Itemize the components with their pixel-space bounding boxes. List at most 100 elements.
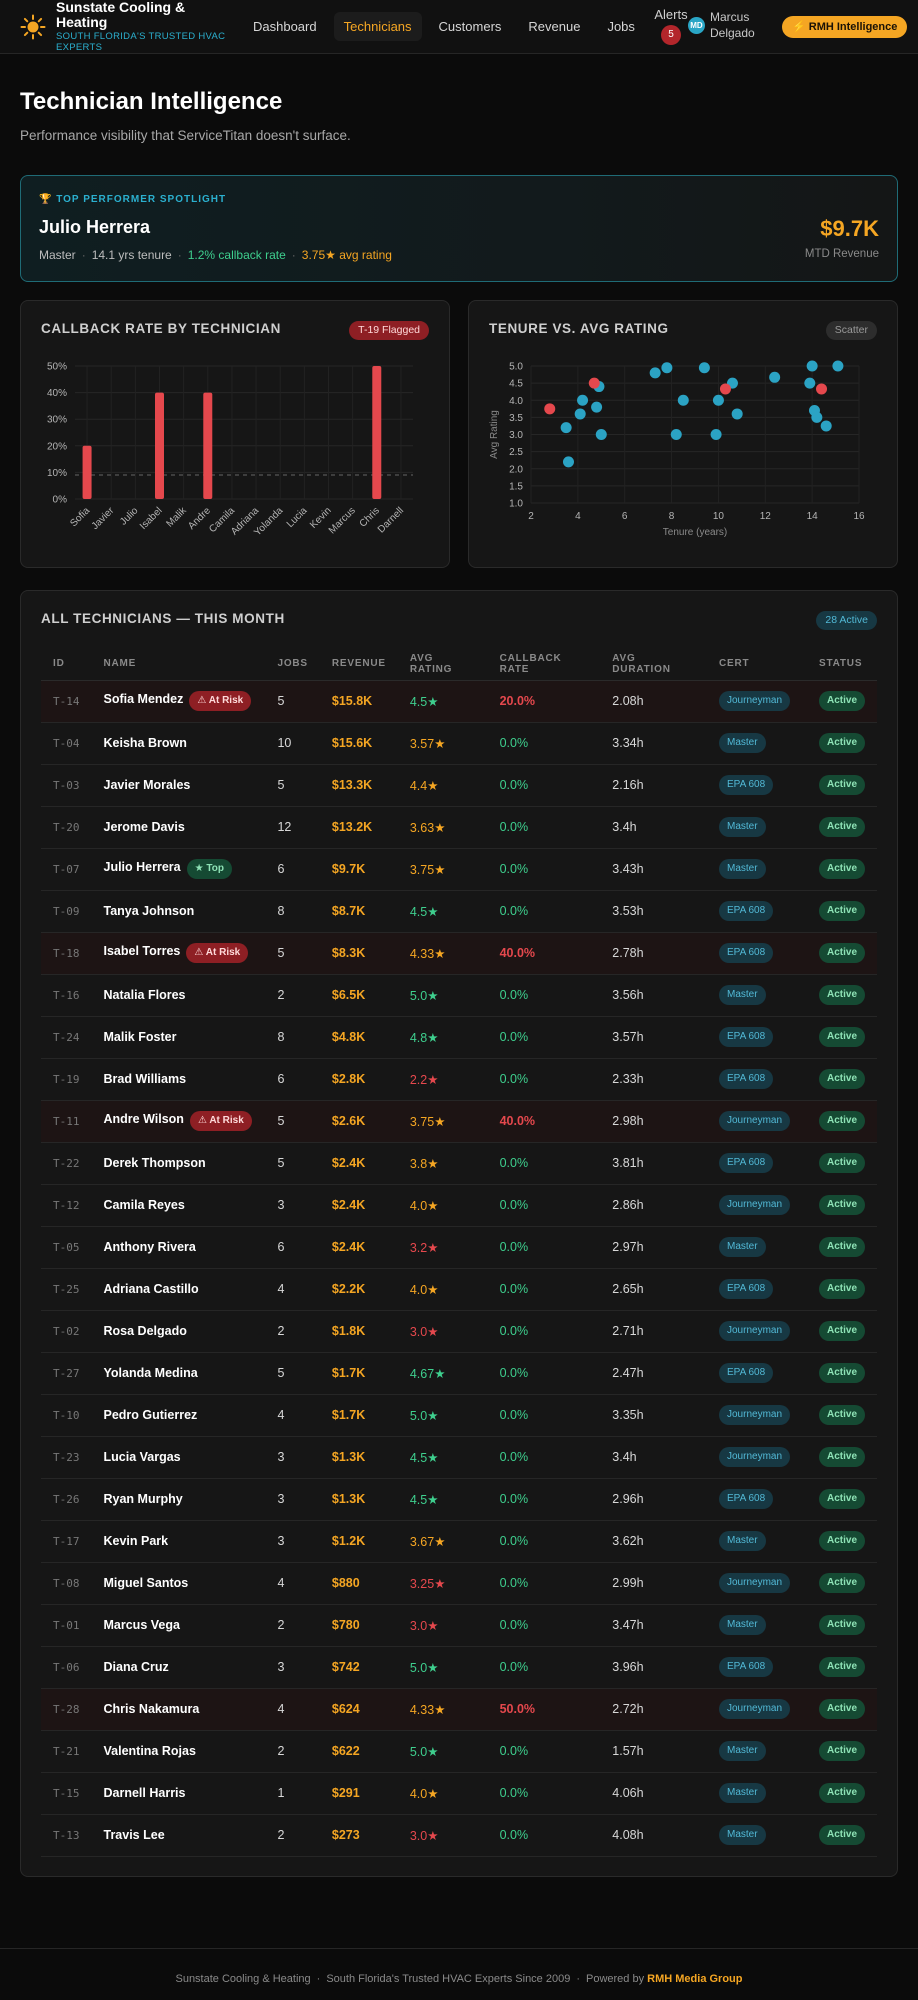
tech-name[interactable]: Brad Williams	[103, 1072, 187, 1086]
scatter-point[interactable]	[710, 429, 722, 440]
table-row[interactable]: T-15 Darnell Harris 1 $291 4.0★ 0.0% 4.06h Mast…	[41, 1772, 877, 1815]
col-revenue[interactable]: Revenue	[319, 648, 398, 681]
tech-name[interactable]: Marcus Vega	[103, 1618, 180, 1632]
table-row[interactable]: T-21 Valentina Rojas 2 $622 5.0★ 0.0% 1.57h Mas…	[41, 1730, 877, 1773]
nav-technicians[interactable]: Technicians	[333, 12, 422, 41]
spotlight-name[interactable]: Julio Herrera	[39, 217, 151, 237]
tech-name[interactable]: Lucia Vargas	[103, 1450, 181, 1464]
table-row[interactable]: T-02 Rosa Delgado 2 $1.8K 3.0★ 0.0% 2.71h Journ…	[41, 1310, 877, 1353]
tech-name[interactable]: Valentina Rojas	[103, 1744, 196, 1758]
tech-name[interactable]: Diana Cruz	[103, 1660, 169, 1674]
col-avg-rating[interactable]: Avg Rating	[397, 648, 488, 681]
tech-name[interactable]: Yolanda Medina	[103, 1366, 198, 1380]
tech-name[interactable]: Chris Nakamura	[103, 1702, 200, 1716]
table-row[interactable]: T-22 Derek Thompson 5 $2.4K 3.8★ 0.0% 3.81h EPA…	[41, 1142, 877, 1185]
tech-name[interactable]: Andre Wilson	[103, 1112, 184, 1126]
table-row[interactable]: T-27 Yolanda Medina 5 $1.7K 4.67★ 0.0% 2.47h EP…	[41, 1352, 877, 1395]
nav-revenue[interactable]: Revenue	[528, 19, 581, 34]
scatter-point[interactable]	[731, 408, 743, 420]
scatter-point[interactable]	[811, 411, 823, 423]
scatter-point[interactable]	[595, 429, 607, 440]
scatter-point[interactable]	[806, 360, 818, 372]
tech-name[interactable]: Darnell Harris	[103, 1786, 186, 1800]
tech-name[interactable]: Julio Herrera	[103, 860, 181, 874]
table-row[interactable]: T-06 Diana Cruz 3 $742 5.0★ 0.0% 3.96h EPA 608 A…	[41, 1646, 877, 1689]
table-row[interactable]: T-08 Miguel Santos 4 $880 3.25★ 0.0% 2.99h Jour…	[41, 1562, 877, 1605]
scatter-point[interactable]	[816, 383, 828, 395]
tech-name[interactable]: Sofia Mendez	[103, 692, 184, 706]
tech-name[interactable]: Miguel Santos	[103, 1576, 189, 1590]
table-row[interactable]: T-07 Julio Herrera ★ Top 6 $9.7K 3.75★ 0.0% 3.4…	[41, 848, 877, 891]
table-row[interactable]: T-04 Keisha Brown 10 $15.6K 3.57★ 0.0% 3.34h Ma…	[41, 722, 877, 765]
col-jobs[interactable]: Jobs	[265, 648, 320, 681]
table-row[interactable]: T-16 Natalia Flores 2 $6.5K 5.0★ 0.0% 3.56h Mas…	[41, 974, 877, 1017]
callback-bar[interactable]	[82, 445, 92, 499]
table-row[interactable]: T-28 Chris Nakamura 4 $624 4.33★ 50.0% 2.72h Jo…	[41, 1688, 877, 1731]
col-avg-duration[interactable]: Avg Duration	[600, 648, 707, 681]
tech-name[interactable]: Pedro Gutierrez	[103, 1408, 198, 1422]
nav-customers[interactable]: Customers	[438, 19, 502, 34]
tech-name[interactable]: Malik Foster	[103, 1030, 177, 1044]
tech-name[interactable]: Ryan Murphy	[103, 1492, 183, 1506]
tech-name[interactable]: Derek Thompson	[103, 1156, 206, 1170]
table-row[interactable]: T-19 Brad Williams 6 $2.8K 2.2★ 0.0% 2.33h EPA …	[41, 1058, 877, 1101]
col-cert[interactable]: Cert	[707, 648, 807, 681]
alerts-button[interactable]: Alerts 5	[653, 7, 689, 45]
table-row[interactable]: T-14 Sofia Mendez ⚠ At Risk 5 $15.8K 4.5★ 20.0…	[41, 680, 877, 723]
scatter-point[interactable]	[562, 456, 574, 468]
scatter-point[interactable]	[719, 383, 731, 395]
col-callback-rate[interactable]: Callback Rate	[487, 648, 601, 681]
col-id[interactable]: ID	[41, 648, 92, 681]
table-row[interactable]: T-10 Pedro Gutierrez 4 $1.7K 5.0★ 0.0% 3.35h Jo…	[41, 1394, 877, 1437]
tech-name[interactable]: Isabel Torres	[103, 944, 181, 958]
callback-bar[interactable]	[155, 392, 164, 499]
scatter-point[interactable]	[588, 377, 600, 389]
table-row[interactable]: T-12 Camila Reyes 3 $2.4K 4.0★ 0.0% 2.86h Journ…	[41, 1184, 877, 1227]
col-name[interactable]: Name	[91, 648, 266, 681]
table-row[interactable]: T-13 Travis Lee 2 $273 3.0★ 0.0% 4.08h Master Ac…	[41, 1814, 877, 1857]
table-row[interactable]: T-24 Malik Foster 8 $4.8K 4.8★ 0.0% 3.57h EPA 6…	[41, 1016, 877, 1059]
rmh-intelligence-button[interactable]: ⚡ RMH Intelligence	[782, 16, 908, 38]
tech-name[interactable]: Natalia Flores	[103, 988, 186, 1002]
scatter-point[interactable]	[544, 403, 556, 415]
table-row[interactable]: T-26 Ryan Murphy 3 $1.3K 4.5★ 0.0% 2.96h EPA 60…	[41, 1478, 877, 1521]
table-row[interactable]: T-25 Adriana Castillo 4 $2.2K 4.0★ 0.0% 2.65h E…	[41, 1268, 877, 1311]
scatter-point[interactable]	[832, 360, 844, 372]
table-row[interactable]: T-09 Tanya Johnson 8 $8.7K 4.5★ 0.0% 3.53h EPA …	[41, 890, 877, 933]
scatter-point[interactable]	[577, 394, 589, 406]
nav-dashboard[interactable]: Dashboard	[253, 19, 317, 34]
scatter-point[interactable]	[677, 394, 689, 406]
table-row[interactable]: T-23 Lucia Vargas 3 $1.3K 4.5★ 0.0% 3.4h Journe…	[41, 1436, 877, 1479]
table-row[interactable]: T-17 Kevin Park 3 $1.2K 3.67★ 0.0% 3.62h Master…	[41, 1520, 877, 1563]
table-row[interactable]: T-20 Jerome Davis 12 $13.2K 3.63★ 0.0% 3.4h Mas…	[41, 806, 877, 849]
tech-name[interactable]: Travis Lee	[103, 1828, 165, 1842]
tech-name[interactable]: Camila Reyes	[103, 1198, 185, 1212]
brand[interactable]: Sunstate Cooling & Heating South Florida…	[20, 0, 235, 53]
scatter-point[interactable]	[670, 429, 682, 440]
tech-name[interactable]: Keisha Brown	[103, 736, 187, 750]
scatter-point[interactable]	[804, 377, 816, 389]
tech-name[interactable]: Javier Morales	[103, 778, 191, 792]
scatter-point[interactable]	[591, 401, 603, 413]
table-row[interactable]: T-03 Javier Morales 5 $13.3K 4.4★ 0.0% 2.16h EP…	[41, 764, 877, 807]
scatter-point[interactable]	[820, 420, 832, 432]
tech-name[interactable]: Rosa Delgado	[103, 1324, 187, 1338]
tech-name[interactable]: Tanya Johnson	[103, 904, 195, 918]
scatter-point[interactable]	[698, 362, 710, 374]
tech-name[interactable]: Adriana Castillo	[103, 1282, 199, 1296]
table-row[interactable]: T-18 Isabel Torres ⚠ At Risk 5 $8.3K 4.33★ 40.…	[41, 932, 877, 975]
scatter-point[interactable]	[574, 408, 586, 420]
tech-name[interactable]: Anthony Rivera	[103, 1240, 196, 1254]
scatter-point[interactable]	[560, 422, 572, 434]
col-status[interactable]: Status	[806, 648, 877, 681]
user-menu[interactable]: MD Marcus Delgado	[688, 9, 772, 41]
callback-bar[interactable]	[372, 366, 382, 499]
tech-name[interactable]: Kevin Park	[103, 1534, 169, 1548]
callback-bar[interactable]	[203, 392, 213, 499]
table-row[interactable]: T-11 Andre Wilson ⚠ At Risk 5 $2.6K 3.75★ 40.0…	[41, 1100, 877, 1143]
scatter-point[interactable]	[649, 367, 661, 379]
tech-name[interactable]: Jerome Davis	[103, 820, 185, 834]
scatter-point[interactable]	[712, 394, 724, 406]
table-row[interactable]: T-05 Anthony Rivera 6 $2.4K 3.2★ 0.0% 2.97h Mas…	[41, 1226, 877, 1269]
scatter-point[interactable]	[769, 371, 781, 383]
